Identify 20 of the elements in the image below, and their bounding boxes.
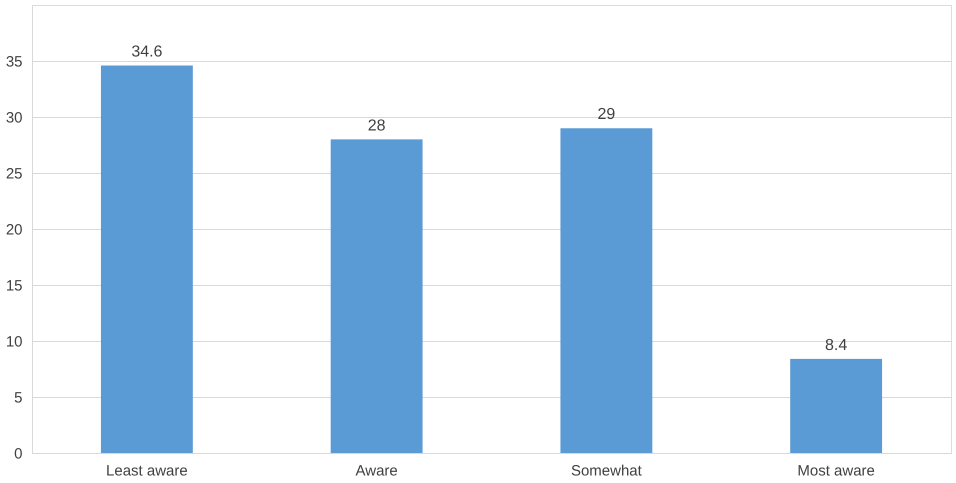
bar: [560, 128, 652, 453]
y-tick-label: 15: [6, 278, 22, 294]
y-tick-label: 20: [6, 222, 22, 238]
y-tick-label: 30: [6, 110, 22, 126]
data-label: 28: [368, 117, 386, 134]
y-tick-label: 25: [6, 166, 22, 182]
x-tick-label: Aware: [356, 462, 398, 480]
x-tick-label: Somewhat: [570, 462, 643, 480]
y-tick-label: 0: [14, 446, 22, 462]
y-tick-label: 10: [6, 334, 22, 350]
y-tick-label: 5: [14, 390, 22, 406]
data-label: 29: [597, 106, 616, 124]
data-label: 34.6: [131, 43, 163, 60]
data-label: 8.4: [825, 336, 848, 354]
y-tick-label: 35: [6, 54, 22, 70]
x-tick-label: Most aware: [797, 462, 875, 480]
bar: [330, 139, 423, 453]
bar: [100, 65, 193, 453]
x-tick-label: Least aware: [106, 462, 188, 480]
bar: [790, 358, 882, 453]
